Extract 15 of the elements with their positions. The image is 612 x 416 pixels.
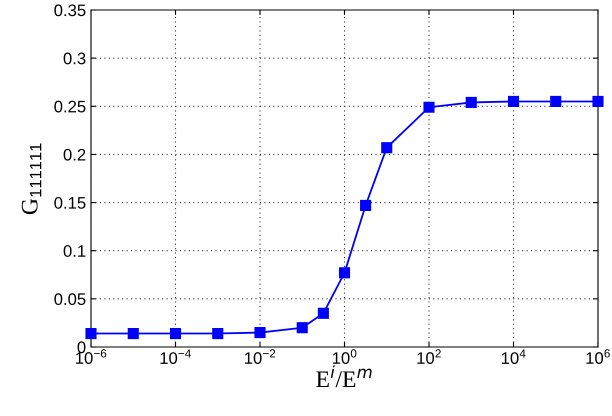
x-tick-label: 10$^{0}$ <box>332 349 356 364</box>
y-tick-label: 0.25 <box>54 100 86 112</box>
y-tick-label: 0.35 <box>54 4 86 16</box>
y-tick-label: 0.05 <box>54 293 86 306</box>
x-tick-label: 10$^{−4}$ <box>160 349 191 364</box>
y-axis-title: G$_{111111}$ <box>22 143 42 214</box>
x-tick-label: 10$^{2}$ <box>417 349 441 364</box>
x-axis-title: E$^{i}$/E$^{m}$ <box>316 365 372 388</box>
y-tick-label: 0.2 <box>64 148 86 161</box>
y-tick-label: 0.1 <box>64 245 86 257</box>
y-tick-label: 0.15 <box>54 196 86 209</box>
x-tick-label: 10$^{−2}$ <box>245 349 276 364</box>
x-tick-label: 10$^{6}$ <box>586 349 610 364</box>
y-tick-label: 0.3 <box>64 52 86 64</box>
x-tick-label: 10$^{4}$ <box>502 349 526 364</box>
